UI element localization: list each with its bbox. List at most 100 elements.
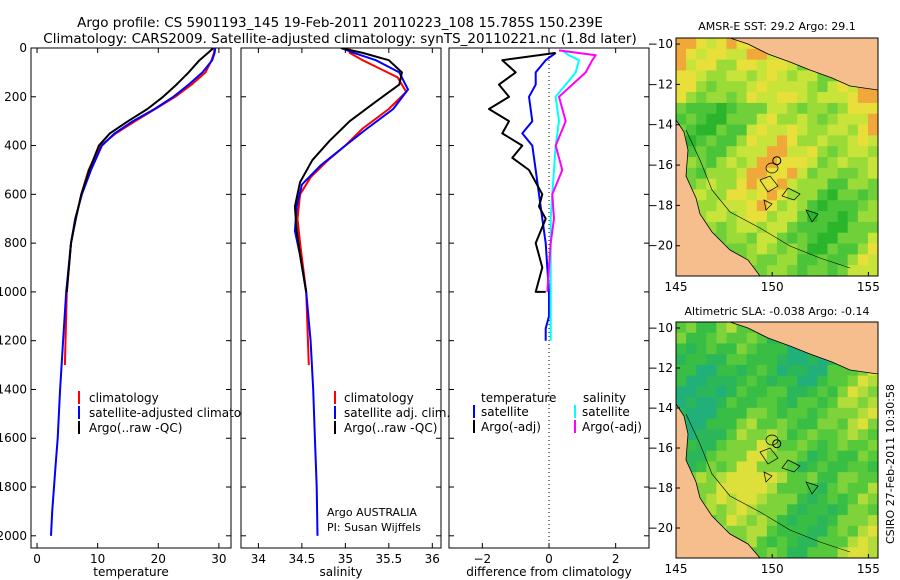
- sla-map-cell: [686, 332, 697, 344]
- sst-map-cell: [857, 146, 869, 158]
- sla-map-cell: [736, 525, 748, 538]
- sst-map-cell: [696, 81, 707, 93]
- sla-map-cell: [756, 504, 768, 516]
- sla-map-cell: [756, 375, 768, 387]
- sla-map-cell: [706, 364, 717, 377]
- sst-map-cell: [716, 113, 727, 126]
- sla-map-cell: [756, 525, 768, 538]
- sla-map-cell: [857, 482, 869, 495]
- sla-map-cell: [867, 482, 878, 495]
- difference-legend-label-sal-satellite: satellite: [582, 405, 630, 419]
- sla-map-cell: [867, 536, 878, 548]
- sla-map-cell: [726, 322, 738, 334]
- sst-map-cell: [736, 48, 748, 61]
- sla-map-cell: [867, 547, 878, 558]
- sst-map-cell: [827, 167, 839, 180]
- sla-map-cell: [777, 418, 788, 430]
- temperature-plot-frame: [30, 47, 232, 549]
- sst-map-cell: [797, 200, 808, 212]
- sla-map-cell: [837, 450, 849, 462]
- sla-map-cell: [817, 375, 828, 387]
- sla-map-cell: [857, 397, 869, 409]
- sla-map-ytick-label: −20: [648, 521, 673, 535]
- sst-map-cell: [817, 135, 828, 147]
- sla-map-cell: [787, 515, 798, 527]
- sla-map-cell: [847, 407, 859, 420]
- temperature-ytick-label: 1400: [0, 382, 27, 396]
- sla-map-cell: [756, 536, 768, 548]
- sst-map-cell: [837, 92, 849, 104]
- sst-map-cell: [777, 59, 788, 71]
- sla-map-ytick-label: −14: [648, 401, 673, 415]
- sla-map-cell: [716, 322, 727, 334]
- sst-map-cell: [817, 200, 828, 212]
- salinity-legend: climatology satellite adj. clim. Argo(..…: [334, 391, 450, 435]
- sst-map-cell: [736, 124, 748, 136]
- sla-map-cell: [696, 482, 707, 495]
- sst-map-cell: [706, 92, 717, 104]
- sst-map-cell: [857, 167, 869, 180]
- sla-map-cell: [746, 407, 758, 420]
- sla-map-land-png: [729, 322, 878, 375]
- sla-map-cell: [787, 418, 798, 430]
- sst-map-cell: [686, 59, 697, 71]
- sst-map-cell: [726, 178, 738, 190]
- sla-map-cell: [736, 364, 748, 377]
- sla-map-cell: [686, 461, 697, 473]
- sla-map-cell: [746, 386, 758, 398]
- sla-map-cell: [837, 429, 849, 441]
- sla-map-cell: [756, 354, 768, 366]
- sst-map-cell: [817, 178, 828, 190]
- sla-map-cell: [756, 450, 768, 462]
- sst-map-cell: [716, 92, 727, 104]
- sst-map-cell: [686, 81, 697, 93]
- sla-map-cell: [837, 461, 849, 473]
- difference-xtick-label: −2: [473, 552, 491, 566]
- sst-map-cell: [706, 157, 717, 169]
- sst-map-cell: [706, 178, 717, 190]
- sla-map-cell: [706, 472, 717, 484]
- temperature-profile-panel: 0 200 400 600 800 1000 1200 1400 1600 1800 2000 0 10…: [0, 41, 267, 579]
- difference-profile-panel: −2 0 2 difference from climatology tempera…: [448, 47, 650, 579]
- sla-map-cell: [857, 472, 869, 484]
- sla-map-cell: [746, 332, 758, 344]
- sst-map-ytick-label: −16: [648, 158, 673, 172]
- sst-map-cell: [716, 48, 727, 61]
- temperature-xlabel: temperature: [93, 565, 168, 579]
- sla-map-cell: [837, 504, 849, 516]
- sst-map-cell: [716, 146, 727, 158]
- sla-map-cell: [787, 472, 798, 484]
- sst-map-cell: [756, 157, 768, 169]
- sst-map-cell: [766, 92, 778, 104]
- sst-map-cell: [867, 92, 878, 104]
- sla-map-cell: [736, 354, 748, 366]
- sla-map-cell: [746, 440, 758, 452]
- sst-map-cell: [837, 232, 849, 245]
- sla-map-cell: [706, 354, 717, 366]
- sst-map-cell: [706, 113, 717, 126]
- sla-map-cell: [716, 354, 727, 366]
- sst-map-cell: [817, 254, 828, 266]
- sst-map-cell: [777, 124, 788, 136]
- sst-map-cell: [736, 211, 748, 223]
- sla-map-cell: [867, 472, 878, 484]
- sla-map-cell: [827, 375, 839, 387]
- sst-map-cell: [837, 200, 849, 212]
- sla-map-cell: [867, 440, 878, 452]
- sst-map-cell: [756, 243, 768, 255]
- sla-map-cell: [726, 461, 738, 473]
- sla-map-cell: [746, 375, 758, 387]
- temperature-ytick-label: 200: [4, 90, 27, 104]
- sst-map-cell: [676, 102, 687, 115]
- sla-map-cell: [766, 450, 778, 462]
- difference-series-group: [488, 49, 597, 341]
- sst-map-cell: [867, 200, 878, 212]
- sst-map-cell: [777, 232, 788, 245]
- sst-map-cell: [716, 232, 727, 245]
- sst-map-cell: [696, 102, 707, 115]
- sst-map-cell: [716, 200, 727, 212]
- sst-map-cell: [777, 102, 788, 115]
- sla-map-cell: [736, 397, 748, 409]
- sst-map-cell: [716, 211, 727, 223]
- sst-map-cell: [807, 81, 818, 93]
